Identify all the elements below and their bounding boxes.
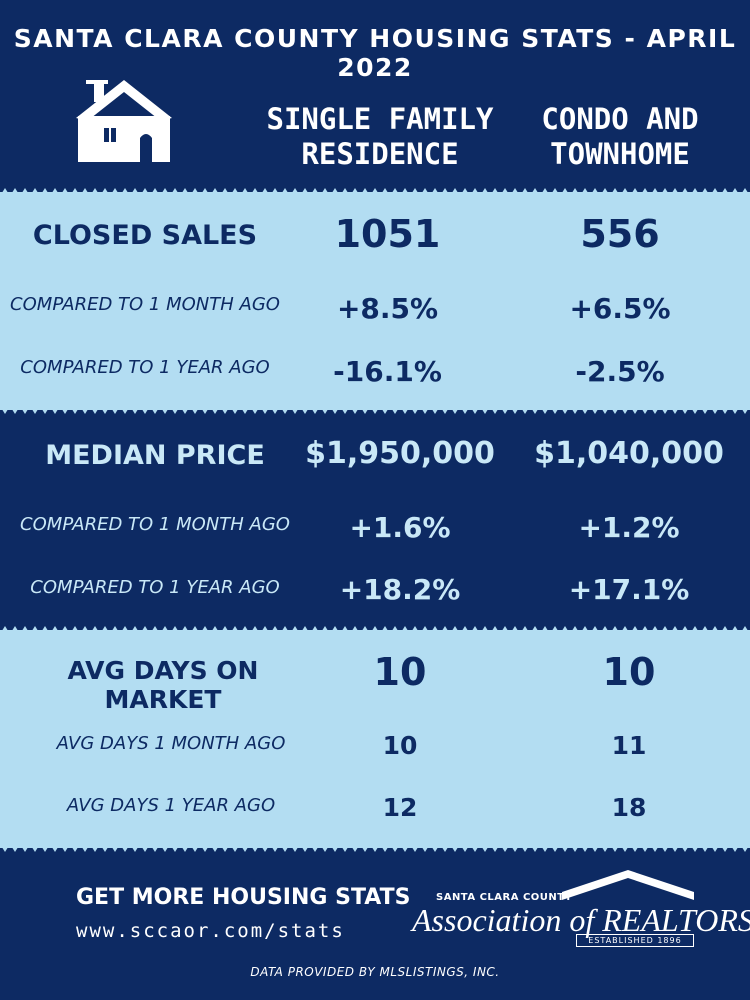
- page-title: SANTA CLARA COUNTY HOUSING STATS - APRIL…: [13, 24, 737, 82]
- days-on-market-year-label: AVG DAYS 1 YEAR AGO: [66, 795, 276, 816]
- days-on-market-sfr-year: 12: [382, 793, 418, 822]
- data-source-note: DATA PROVIDED BY MLSLISTINGS, INC.: [250, 965, 500, 979]
- column-header-condo: CONDO AND TOWNHOME: [520, 102, 720, 172]
- days-on-market-sfr-month: 10: [382, 731, 418, 760]
- median-price-label: MEDIAN PRICE: [45, 440, 265, 471]
- zigzag-divider: [0, 844, 750, 852]
- closed-sales-condo-month: +6.5%: [569, 292, 671, 325]
- footer-url-link[interactable]: www.sccaor.com/stats: [76, 920, 345, 942]
- closed-sales-condo-year: -2.5%: [575, 355, 665, 388]
- days-on-market-section: [0, 630, 750, 848]
- footer-cta: GET MORE HOUSING STATS: [76, 885, 411, 910]
- closed-sales-label: CLOSED SALES: [32, 220, 258, 251]
- days-on-market-condo-month: 11: [611, 731, 647, 760]
- closed-sales-condo-value: 556: [580, 212, 660, 256]
- closed-sales-year-label: COMPARED TO 1 YEAR AGO: [20, 357, 270, 378]
- column-header-condo-line1: CONDO AND: [541, 102, 699, 136]
- roof-icon: [562, 870, 694, 900]
- median-price-sfr-year: +18.2%: [339, 573, 461, 606]
- median-price-sfr-month: +1.6%: [349, 511, 451, 544]
- closed-sales-sfr-year: -16.1%: [333, 355, 442, 388]
- median-price-condo-value: $1,040,000: [534, 436, 724, 471]
- median-price-condo-year: +17.1%: [568, 573, 690, 606]
- zigzag-divider: [0, 406, 750, 414]
- days-on-market-sfr-value: 10: [373, 650, 427, 694]
- logo-county-text: SANTA CLARA COUNTY: [436, 892, 573, 903]
- days-on-market-label: AVG DAYS ON MARKET: [67, 656, 259, 714]
- column-header-sfr: SINGLE FAMILY RESIDENCE: [262, 102, 498, 172]
- closed-sales-month-label: COMPARED TO 1 MONTH AGO: [10, 294, 280, 315]
- house-icon: [76, 80, 172, 162]
- days-on-market-month-label: AVG DAYS 1 MONTH AGO: [56, 733, 286, 754]
- logo-association-text: Association of REALTORS®: [412, 902, 750, 938]
- closed-sales-sfr-month: +8.5%: [336, 292, 439, 325]
- closed-sales-section: [0, 192, 750, 410]
- days-on-market-condo-year: 18: [611, 793, 647, 822]
- zigzag-divider: [0, 626, 750, 634]
- median-price-sfr-value: $1,950,000: [305, 436, 495, 471]
- median-price-condo-month: +1.2%: [578, 511, 680, 544]
- median-price-year-label: COMPARED TO 1 YEAR AGO: [30, 577, 280, 598]
- zigzag-divider: [0, 188, 750, 196]
- median-price-month-label: COMPARED TO 1 MONTH AGO: [20, 514, 290, 535]
- column-header-condo-line2: TOWNHOME: [550, 137, 690, 171]
- column-header-sfr-line1: SINGLE FAMILY: [266, 102, 494, 136]
- column-header-sfr-line2: RESIDENCE: [301, 137, 459, 171]
- days-on-market-condo-value: 10: [602, 650, 656, 694]
- closed-sales-sfr-value: 1051: [334, 212, 441, 256]
- logo-established-text: ESTABLISHED 1896: [576, 934, 694, 947]
